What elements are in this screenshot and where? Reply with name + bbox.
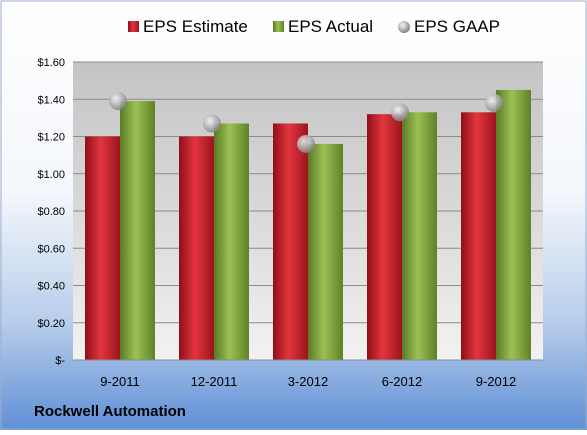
y-axis-tick-labels: $- $0.20 $0.40 $0.60 $0.80 $1.00 $1.20 $1.40 $1.… — [37, 57, 65, 367]
legend: EPS Estimate EPS Actual EPS GAAP — [128, 17, 500, 36]
eps-actual-bar — [308, 143, 343, 360]
y-tick-label: $1.40 — [37, 94, 65, 106]
legend-swatch-eps-estimate — [128, 21, 139, 32]
y-tick-label: $0.40 — [37, 281, 65, 293]
eps-estimate-bar — [179, 136, 214, 360]
legend-swatch-eps-actual — [273, 21, 284, 32]
x-tick-label: 6-2012 — [382, 374, 422, 389]
eps-gaap-marker — [109, 92, 127, 111]
x-tick-label: 3-2012 — [288, 374, 328, 389]
eps-actual-bar — [496, 89, 531, 360]
y-tick-label: $0.60 — [37, 243, 65, 255]
x-tick-label: 9-2011 — [100, 374, 140, 389]
eps-estimate-bar — [85, 136, 120, 360]
gaap-markers — [109, 92, 503, 153]
bars — [85, 89, 531, 361]
y-tick-label: $0.20 — [37, 318, 65, 330]
eps-estimate-bar — [273, 123, 308, 361]
x-tick-label: 12-2011 — [191, 374, 238, 389]
eps-gaap-marker — [391, 103, 409, 122]
legend-label-eps-estimate: EPS Estimate — [143, 17, 248, 36]
eps-actual-bar — [402, 112, 437, 360]
y-tick-label: $0.80 — [37, 206, 65, 218]
legend-label-eps-gaap: EPS GAAP — [414, 17, 500, 36]
y-tick-label: $1.20 — [37, 132, 65, 144]
eps-estimate-bar — [367, 114, 402, 361]
x-tick-label: 9-2012 — [476, 374, 516, 389]
eps-estimate-bar — [461, 112, 496, 360]
y-tick-label: $1.60 — [37, 57, 65, 69]
company-name: Rockwell Automation — [34, 403, 186, 420]
x-axis-tick-labels: 9-2011 12-2011 3-2012 6-2012 9-2012 — [100, 374, 516, 389]
eps-actual-bar — [214, 123, 249, 361]
y-tick-label: $- — [55, 355, 65, 367]
eps-gaap-marker — [203, 114, 221, 133]
eps-gaap-marker — [485, 93, 503, 112]
legend-label-eps-actual: EPS Actual — [288, 17, 373, 36]
eps-actual-bar — [120, 101, 155, 361]
y-tick-label: $1.00 — [37, 169, 65, 181]
eps-gaap-marker — [297, 134, 315, 153]
legend-swatch-eps-gaap — [398, 21, 410, 33]
